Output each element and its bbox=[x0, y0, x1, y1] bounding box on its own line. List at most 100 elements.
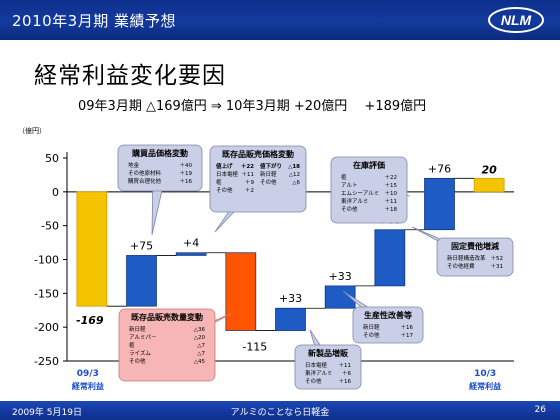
data-label-0: -169 bbox=[76, 314, 104, 327]
summary-line: 09年3月期 △169億円 ⇒ 10年3月期 +20億円 +189億円 bbox=[78, 99, 427, 114]
callout-row-label: 値下がり bbox=[259, 162, 282, 170]
callout-row-value: ＋18 bbox=[385, 206, 398, 213]
callout-row-label: 柩 bbox=[216, 178, 222, 186]
callout-row-value: ＋9 bbox=[245, 179, 255, 186]
callout-row-label: 東洋アルミ bbox=[305, 369, 332, 377]
callout-row-value: △7 bbox=[197, 351, 205, 357]
callout-row-label: その他 bbox=[363, 331, 380, 339]
x-label-top-0: 09/3 bbox=[77, 369, 99, 379]
header-period: 2010年3月期 業績予想 bbox=[12, 12, 176, 30]
callout-row-label: エムシーアルミ bbox=[341, 190, 379, 197]
callout-row-value: ＋19 bbox=[180, 170, 193, 177]
callout-row-value: ＋16 bbox=[401, 324, 414, 331]
callout-row-value: △6 bbox=[292, 180, 300, 186]
waterfall-bar-6 bbox=[374, 229, 406, 287]
callout-row-label: その他原材料 bbox=[128, 169, 162, 177]
callout-box bbox=[352, 306, 424, 344]
callout-box bbox=[209, 145, 307, 213]
callout-row-value: ＋11 bbox=[339, 362, 352, 369]
callout-row-value: ＋31 bbox=[491, 263, 504, 270]
y-tick-label: 50 bbox=[45, 152, 59, 165]
callout-row-value: △20 bbox=[194, 335, 206, 341]
callout-row-label: 新日軽 bbox=[129, 325, 146, 333]
x-label-bottom-0: 経常利益 bbox=[72, 381, 104, 391]
callout-title: 購買品価格変動 bbox=[131, 148, 188, 158]
data-label-3: -115 bbox=[242, 341, 267, 354]
callout-row-label: 新日軽 bbox=[260, 170, 277, 178]
callout-row-value: ＋16 bbox=[339, 378, 352, 385]
callout-title: 既存品販売数量変動 bbox=[131, 312, 203, 322]
footer-band: 2009年 5月19日 アルミのことなら日軽金 26 bbox=[0, 401, 560, 420]
waterfall-bar-2 bbox=[175, 252, 207, 256]
data-label-5: +33 bbox=[329, 270, 352, 283]
callout-row-value: △18 bbox=[288, 164, 300, 170]
callout-row-label: その他 bbox=[129, 357, 146, 365]
callout-row-value: △45 bbox=[194, 359, 206, 365]
callout-title: 新製品増販 bbox=[308, 348, 349, 358]
callout-title: 生産性改善等 bbox=[364, 310, 412, 320]
callout-row-value: △7 bbox=[197, 343, 205, 349]
callout-box bbox=[330, 156, 408, 224]
callout-row-label: その他 bbox=[216, 186, 233, 194]
data-label-2: +4 bbox=[183, 237, 199, 250]
callout-row-value: ＋6 bbox=[342, 370, 352, 377]
callout-title: 固定費他増減 bbox=[451, 241, 499, 251]
callout-row-label: 購買合理化他 bbox=[128, 177, 162, 185]
callout-box bbox=[436, 237, 514, 277]
waterfall-bar-5 bbox=[324, 285, 356, 309]
x-label-top-8: 10/3 bbox=[474, 369, 496, 379]
page-title: 経常利益変化要因 bbox=[34, 63, 226, 89]
callout-box bbox=[117, 144, 203, 192]
waterfall-bar-0 bbox=[76, 191, 108, 307]
callout-row-label: ライズム bbox=[129, 349, 151, 357]
waterfall-bar-3 bbox=[225, 252, 257, 331]
callout-row-label: 値上げ bbox=[215, 162, 233, 170]
callout-row-label: 柩 bbox=[341, 173, 347, 181]
footer-date: 2009年 5月19日 bbox=[12, 408, 82, 418]
callout-row-value: ＋22 bbox=[241, 163, 254, 170]
callout-row-value: ＋15 bbox=[385, 182, 398, 189]
callout-row-value: △12 bbox=[289, 172, 300, 178]
data-label-8: 20 bbox=[482, 163, 498, 176]
data-label-1: +75 bbox=[130, 239, 153, 252]
callout-row-label: その他 bbox=[305, 377, 322, 385]
callout-row-value: ＋40 bbox=[180, 162, 193, 169]
data-label-7: +76 bbox=[428, 162, 451, 175]
callout-row-value: ＋16 bbox=[180, 178, 193, 185]
callout-row-value: ＋17 bbox=[401, 332, 414, 339]
y-tick-label: -150 bbox=[34, 287, 59, 300]
callout-row-value: ＋11 bbox=[242, 171, 255, 178]
callout-title: 在庫評価 bbox=[353, 160, 385, 170]
callout-box bbox=[294, 344, 362, 390]
callout-row-value: ＋52 bbox=[491, 255, 504, 262]
callout-row-label: 日本電極 bbox=[305, 361, 328, 369]
y-tick-label: -50 bbox=[41, 220, 59, 233]
y-tick-label: -250 bbox=[34, 355, 59, 368]
data-label-4: +33 bbox=[279, 292, 302, 305]
header-band: 2010年3月期 業績予想 NLM bbox=[0, 0, 560, 40]
waterfall-bar-7 bbox=[424, 177, 455, 231]
callout-row-value: △36 bbox=[194, 327, 206, 333]
y-tick-label: 0 bbox=[52, 186, 59, 199]
page-number: 26 bbox=[534, 405, 546, 415]
waterfall-bar-8 bbox=[473, 177, 505, 193]
callout-row-label: 地金 bbox=[128, 161, 140, 169]
callout-row-label: アルミパ－ bbox=[129, 334, 156, 341]
callout-row-label: 日本電極 bbox=[216, 170, 239, 178]
callout-row-value: ＋2 bbox=[245, 187, 254, 194]
waterfall-bar-4 bbox=[275, 307, 306, 331]
callout-row-label: その他経費 bbox=[447, 262, 475, 270]
callout-row-label: 東洋アルミ bbox=[341, 197, 368, 205]
callout-row-label: その他 bbox=[341, 205, 358, 213]
callout-row-label: 柩 bbox=[129, 341, 135, 349]
x-label-bottom-8: 経常利益 bbox=[469, 381, 501, 391]
callout-row-label: アルト bbox=[341, 182, 357, 189]
waterfall-bar-1 bbox=[126, 255, 157, 307]
callout-row-label: 新日軽構造改革 bbox=[447, 254, 486, 262]
